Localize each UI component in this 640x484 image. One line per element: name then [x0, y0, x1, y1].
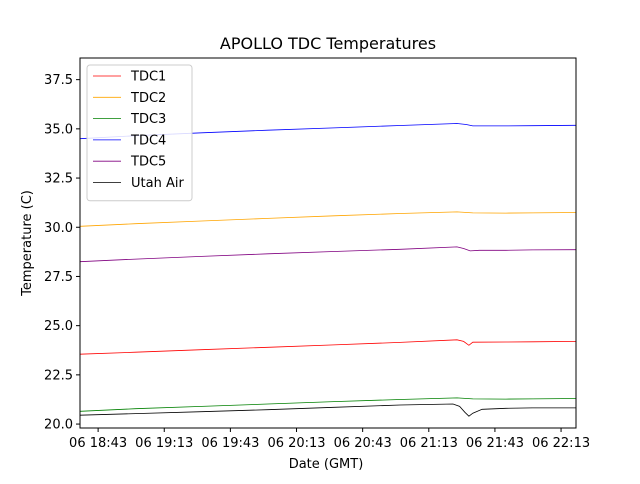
legend: TDC1 TDC2 TDC3 TDC4 TDC5 Utah Air: [86, 64, 193, 202]
legend-label-tdc2: TDC2: [130, 91, 166, 106]
y-tick-label: 35.0: [44, 122, 73, 137]
y-tick-label: 20.0: [44, 418, 73, 433]
x-tick-label: 06 20:13: [267, 436, 325, 451]
series-line-tdc1: [79, 339, 577, 355]
y-tick-label: 32.5: [44, 172, 73, 187]
x-axis-label: Date (GMT): [289, 457, 364, 472]
x-axis-ticks: 06 18:43 06 19:13 06 19:43 06 20:13 06 20:43…: [69, 428, 590, 451]
y-tick-label: 30.0: [44, 221, 73, 236]
series-line-tdc5: [79, 246, 577, 263]
x-tick-label: 06 21:43: [466, 436, 524, 451]
legend-box: [86, 64, 193, 202]
x-tick-label: 06 22:13: [532, 436, 590, 451]
legend-label-tdc1: TDC1: [130, 70, 166, 85]
y-tick-label: 25.0: [44, 319, 73, 334]
y-tick-label: 22.5: [44, 368, 73, 383]
series-line-tdc3: [79, 397, 577, 412]
x-tick-label: 06 19:43: [201, 436, 259, 451]
series-line-utah-air: [79, 403, 576, 417]
plot-area-frame: [79, 57, 577, 429]
series-line-tdc2: [79, 211, 577, 227]
legend-label-tdc4: TDC4: [130, 133, 166, 148]
y-axis-ticks: 20.0 22.5 25.0 27.5 30.0 32.5 35.0 37.5: [44, 73, 80, 433]
x-tick-label: 06 19:13: [135, 436, 193, 451]
x-tick-label: 06 20:43: [334, 436, 392, 451]
x-tick-label: 06 21:13: [400, 436, 458, 451]
y-tick-label: 27.5: [44, 270, 73, 285]
legend-label-utah-air: Utah Air: [131, 176, 184, 191]
y-tick-label: 37.5: [44, 73, 73, 88]
x-tick-label: 06 18:43: [69, 436, 127, 451]
legend-label-tdc3: TDC3: [130, 112, 166, 127]
chart-title: APOLLO TDC Temperatures: [220, 34, 436, 53]
legend-label-tdc5: TDC5: [130, 155, 166, 170]
y-axis-label: Temperature (C): [20, 190, 35, 297]
series-lines: [79, 123, 577, 417]
